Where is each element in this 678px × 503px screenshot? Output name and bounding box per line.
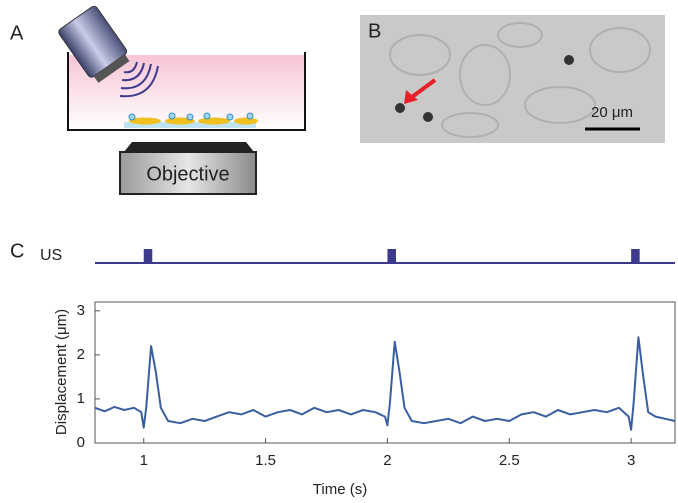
objective-label: Objective [146, 163, 229, 185]
glass-slide [124, 122, 256, 128]
us-label: US [40, 247, 62, 264]
displacement-line [94, 336, 676, 431]
cell-texture [389, 22, 651, 138]
y-tick-label: 0 [77, 434, 85, 451]
particles [395, 55, 574, 122]
us-pulse [143, 249, 153, 263]
plot-frame [94, 301, 676, 444]
scale-bar-label: 20 μm [591, 104, 633, 121]
x-tick-label: 2 [383, 452, 391, 469]
y-tick-label: 2 [77, 346, 85, 363]
y-axis-label: Displacement (μm) [53, 309, 70, 435]
micrograph [360, 15, 665, 143]
x-tick-label: 2.5 [499, 452, 520, 469]
cells [128, 112, 258, 125]
dish [67, 52, 306, 131]
x-tick-label: 3 [627, 452, 635, 469]
x-axis-label: Time (s) [313, 481, 367, 498]
x-tick-label: 1 [140, 452, 148, 469]
transducer [58, 5, 130, 83]
objective-top [124, 142, 254, 152]
y-tick-label: 1 [77, 390, 85, 407]
x-tick-label: 1.5 [255, 452, 276, 469]
y-tick-label: 3 [77, 302, 85, 319]
us-pulse [387, 249, 396, 263]
panel-label: B [368, 20, 381, 42]
arrow-head [404, 90, 418, 104]
panel-label: A [10, 22, 24, 44]
arrow [410, 78, 437, 99]
ultrasound-waves [119, 61, 159, 98]
us-pulse [631, 249, 640, 263]
objective [119, 151, 257, 195]
panel-label: C [10, 240, 24, 262]
